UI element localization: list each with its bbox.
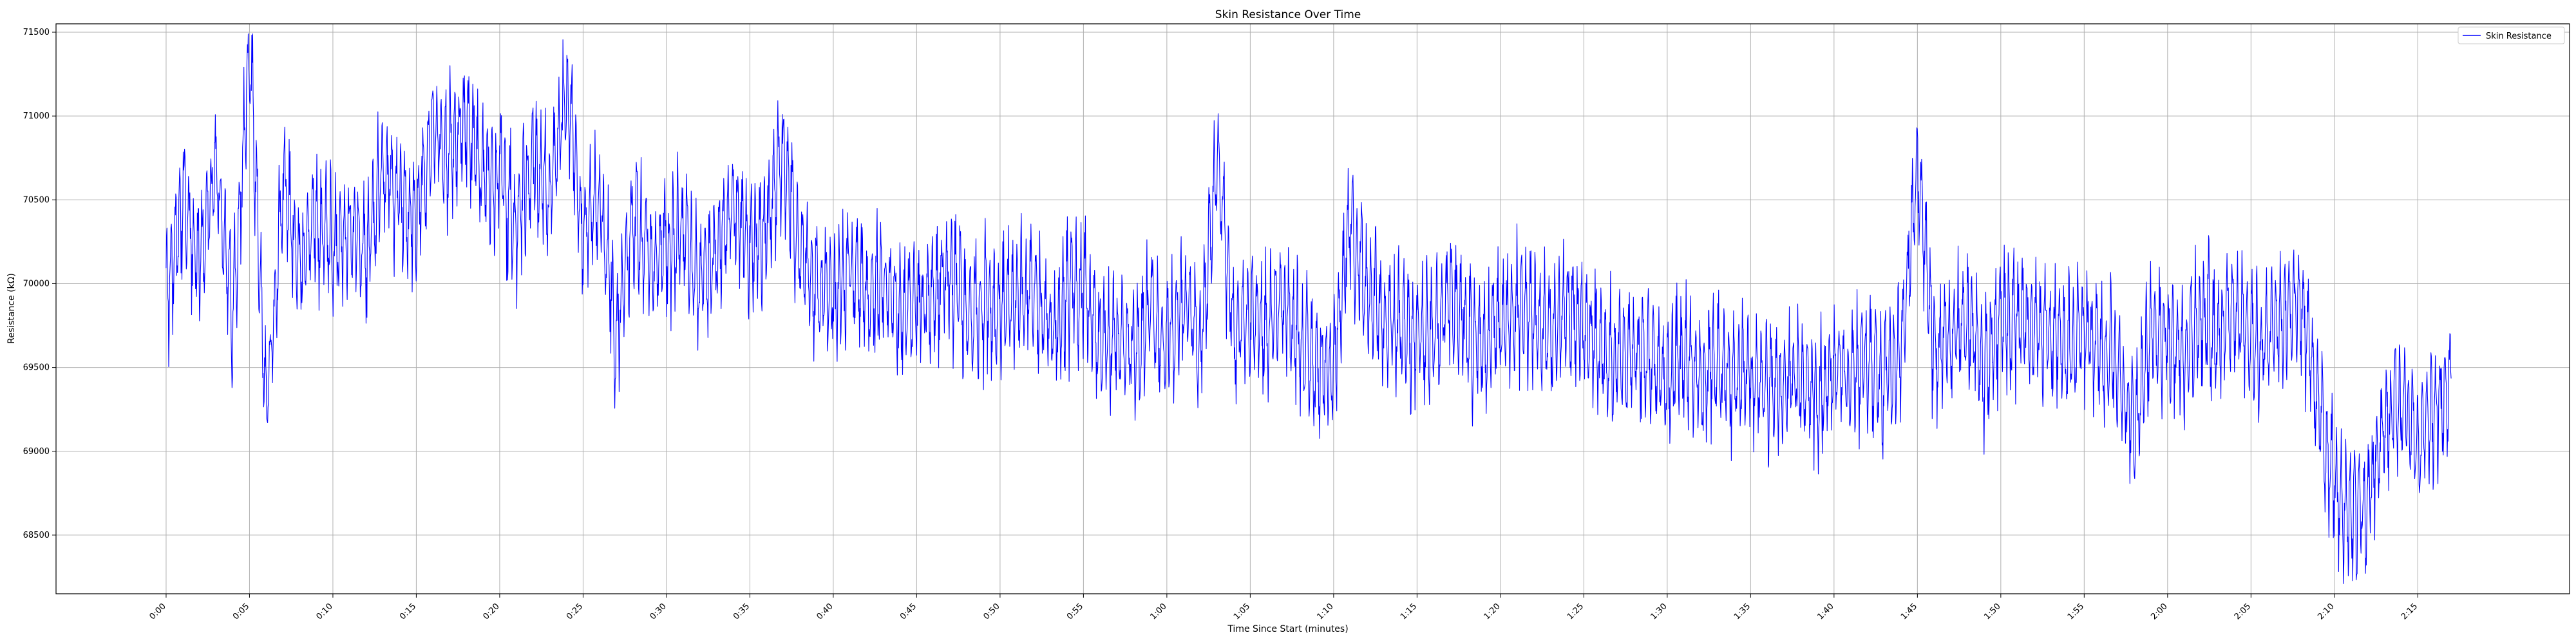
y-tick-label: 70500 (23, 195, 50, 205)
y-tick-label: 71000 (23, 111, 50, 121)
y-axis-ticks: 68500 69000 69500 70000 70500 71000 71500 (23, 28, 56, 540)
legend: Skin Resistance (2458, 26, 2565, 44)
series-line-skin-resistance (166, 33, 2452, 584)
y-tick-label: 69500 (23, 363, 50, 373)
series-group (166, 33, 2452, 584)
y-tick-label: 70000 (23, 279, 50, 289)
plot-frame (55, 23, 2570, 594)
y-axis-label: Resistance (kΩ) (6, 273, 17, 344)
legend-box (2458, 26, 2565, 44)
y-tick-label: 68500 (23, 531, 50, 540)
legend-label-skin-resistance: Skin Resistance (2486, 32, 2552, 41)
x-axis-label: Time Since Start (minutes) (1227, 624, 1348, 634)
y-tick-label: 69000 (23, 447, 50, 457)
y-tick-label: 71500 (23, 28, 50, 37)
chart-title: Skin Resistance Over Time (1215, 8, 1361, 21)
